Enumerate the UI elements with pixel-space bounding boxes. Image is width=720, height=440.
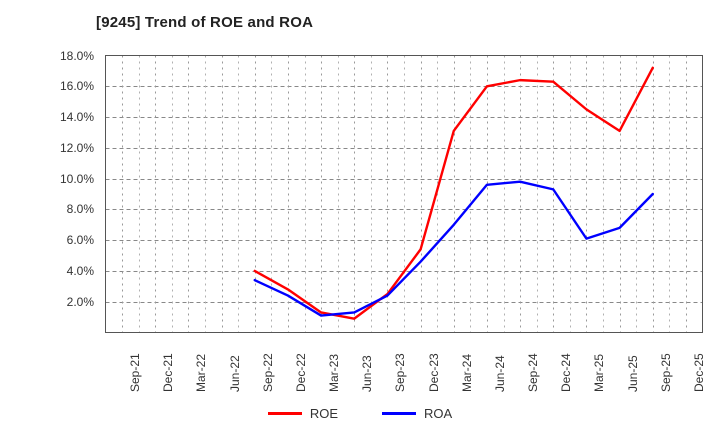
x-axis-tick-label: Mar-24 (459, 353, 474, 392)
x-axis-tick-label: Dec-25 (691, 353, 706, 392)
x-axis-tick-label: Sep-23 (393, 353, 408, 392)
series-line-roe (253, 66, 654, 320)
y-axis-tick-label: 4.0% (66, 263, 94, 278)
y-axis-tick-label: 14.0% (59, 110, 94, 125)
series-line-roa (253, 180, 654, 317)
legend-item-roe[interactable]: ROE (267, 406, 338, 421)
x-axis-tick-label: Jun-23 (360, 355, 375, 392)
x-axis-tick-label: Dec-21 (161, 353, 176, 392)
plot-border (105, 55, 703, 333)
legend-line-swatch-icon (382, 412, 416, 415)
x-axis-tick-label: Jun-22 (227, 355, 242, 392)
chart-legend: ROE ROA (0, 406, 720, 421)
chart-title: [9245] Trend of ROE and ROA (96, 14, 314, 31)
y-axis-tick-label: 12.0% (59, 140, 94, 155)
data-series (253, 66, 654, 320)
y-axis-tick-label: 8.0% (66, 202, 94, 217)
x-axis-tick-label: Mar-23 (327, 353, 342, 392)
y-axis-tick-label: 16.0% (59, 79, 94, 94)
legend-label: ROE (309, 406, 338, 421)
y-axis-tick-label: 6.0% (66, 233, 94, 248)
y-axis-tick-label: 10.0% (59, 171, 94, 186)
legend-label: ROA (424, 406, 453, 421)
y-axis-tick-label: 2.0% (66, 294, 94, 309)
x-axis-tick-label: Mar-22 (194, 353, 209, 392)
x-axis-tick-label: Jun-24 (492, 355, 507, 392)
legend-line-swatch-icon (267, 412, 302, 415)
x-axis-tick-label: Dec-23 (426, 353, 441, 392)
y-axis-tick-label: 18.0% (59, 48, 94, 63)
grid-lines (105, 55, 703, 333)
x-axis-tick-label: Sep-22 (260, 353, 275, 392)
legend-item-roa[interactable]: ROA (382, 406, 452, 421)
x-axis-tick-label: Sep-25 (658, 353, 673, 392)
x-axis-tick-label: Sep-21 (128, 353, 143, 392)
x-axis-tick-label: Sep-24 (526, 353, 541, 392)
x-axis-tick-label: Dec-24 (559, 353, 574, 392)
x-axis-tick-label: Jun-25 (625, 355, 640, 392)
x-axis-tick-label: Dec-22 (293, 353, 308, 392)
x-axis-tick-label: Mar-25 (592, 353, 607, 392)
